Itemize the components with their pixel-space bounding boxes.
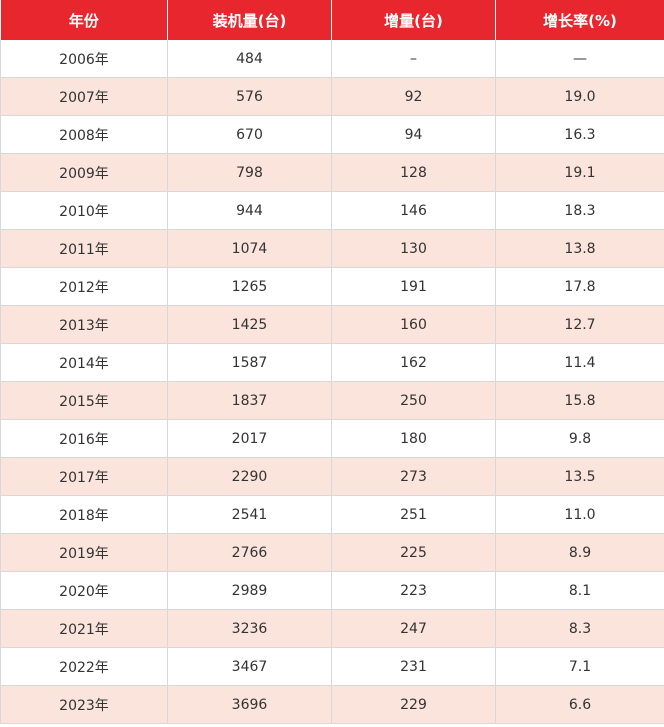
table-row: 2013年 1425 160 12.7: [0, 305, 664, 344]
table-cell: 8.3: [495, 609, 664, 648]
table-cell: 13.5: [495, 457, 664, 496]
table-cell: 160: [331, 305, 496, 344]
table-row: 2015年 1837 250 15.8: [0, 381, 664, 420]
table-cell: 18.3: [495, 191, 664, 230]
table-cell: 247: [331, 609, 496, 648]
table-cell: 2022年: [0, 647, 168, 686]
table-cell: 128: [331, 153, 496, 192]
header-cell: 增量(台): [331, 0, 496, 40]
table-cell: 16.3: [495, 115, 664, 154]
table-cell: 180: [331, 419, 496, 458]
table-cell: 2989: [167, 571, 332, 610]
table-cell: 798: [167, 153, 332, 192]
table-cell: 6.6: [495, 685, 664, 724]
table-cell: 1587: [167, 343, 332, 382]
table-cell: 273: [331, 457, 496, 496]
table-cell: 2012年: [0, 267, 168, 306]
table-cell: —: [495, 40, 664, 78]
table-row: 2021年 3236 247 8.3: [0, 609, 664, 648]
table-cell: 2023年: [0, 685, 168, 724]
table-row: 2018年 2541 251 11.0: [0, 495, 664, 534]
table-cell: 19.0: [495, 77, 664, 116]
table-cell: 15.8: [495, 381, 664, 420]
table-cell: 3696: [167, 685, 332, 724]
table-cell: 2015年: [0, 381, 168, 420]
table-row: 2020年 2989 223 8.1: [0, 571, 664, 610]
table-cell: 2014年: [0, 343, 168, 382]
table-cell: 19.1: [495, 153, 664, 192]
table-cell: 2011年: [0, 229, 168, 268]
table-cell: 146: [331, 191, 496, 230]
table-row: 2023年 3696 229 6.6: [0, 685, 664, 724]
table-row: 2017年 2290 273 13.5: [0, 457, 664, 496]
table-cell: 9.8: [495, 419, 664, 458]
table-cell: 130: [331, 229, 496, 268]
table-body: 2006年 484– —2007年 576 92 19.0 2008年 670 94 16.3 20…: [0, 40, 664, 724]
table-cell: 7.1: [495, 647, 664, 686]
table-cell: 2541: [167, 495, 332, 534]
table-cell: 11.4: [495, 343, 664, 382]
table-cell: 2018年: [0, 495, 168, 534]
header-cell: 装机量(台): [167, 0, 332, 40]
table-cell: 2017年: [0, 457, 168, 496]
table-cell: 225: [331, 533, 496, 572]
table-cell: 251: [331, 495, 496, 534]
table-cell: 670: [167, 115, 332, 154]
table-cell: 223: [331, 571, 496, 610]
header-cell: 增长率(%): [495, 0, 664, 40]
table-cell: 2006年: [0, 40, 168, 78]
table-cell: 2013年: [0, 305, 168, 344]
table-row: 2010年 944 146 18.3: [0, 191, 664, 230]
table-cell: 12.7: [495, 305, 664, 344]
table-cell: 1837: [167, 381, 332, 420]
table-cell: 1074: [167, 229, 332, 268]
table-cell: 2010年: [0, 191, 168, 230]
table-row: 2019年 2766 225 8.9: [0, 533, 664, 572]
table-cell: 92: [331, 77, 496, 116]
table-cell: 2290: [167, 457, 332, 496]
table-row: 2022年 3467 231 7.1: [0, 647, 664, 686]
table-cell: –: [331, 40, 496, 78]
table-row: 2014年 1587 162 11.4: [0, 343, 664, 382]
table-cell: 2019年: [0, 533, 168, 572]
table-row: 2007年 576 92 19.0: [0, 77, 664, 116]
table-cell: 2020年: [0, 571, 168, 610]
header-row: 年份 装机量(台) 增量(台) 增长率(%): [0, 0, 664, 40]
table-cell: 2017: [167, 419, 332, 458]
table-cell: 2009年: [0, 153, 168, 192]
table-cell: 11.0: [495, 495, 664, 534]
table-cell: 250: [331, 381, 496, 420]
header-cell: 年份: [0, 0, 168, 40]
table-cell: 944: [167, 191, 332, 230]
table-cell: 229: [331, 685, 496, 724]
table-cell: 2008年: [0, 115, 168, 154]
table-cell: 2007年: [0, 77, 168, 116]
table-cell: 484: [167, 40, 332, 78]
table-cell: 8.1: [495, 571, 664, 610]
table-cell: 8.9: [495, 533, 664, 572]
table-cell: 3236: [167, 609, 332, 648]
table-row: 2011年 1074 130 13.8: [0, 229, 664, 268]
table-cell: 1425: [167, 305, 332, 344]
table-cell: 191: [331, 267, 496, 306]
table-row: 2006年 484– —: [0, 40, 664, 78]
table-cell: 2016年: [0, 419, 168, 458]
table-cell: 3467: [167, 647, 332, 686]
table-row: 2009年 798 128 19.1: [0, 153, 664, 192]
table-row: 2016年 2017 180 9.8: [0, 419, 664, 458]
table-cell: 2021年: [0, 609, 168, 648]
table-cell: 94: [331, 115, 496, 154]
table-cell: 162: [331, 343, 496, 382]
table-row: 2008年 670 94 16.3: [0, 115, 664, 154]
table-row: 2012年 1265 191 17.8: [0, 267, 664, 306]
table-cell: 2766: [167, 533, 332, 572]
table-cell: 1265: [167, 267, 332, 306]
table-cell: 17.8: [495, 267, 664, 306]
table-cell: 576: [167, 77, 332, 116]
table-cell: 13.8: [495, 229, 664, 268]
table-cell: 231: [331, 647, 496, 686]
